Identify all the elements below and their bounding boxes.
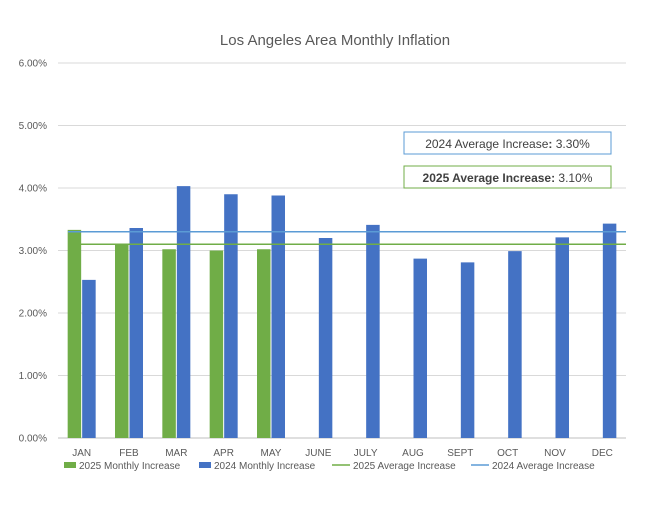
x-tick-label: NOV xyxy=(544,448,566,459)
y-tick-label: 2.00% xyxy=(19,309,47,320)
y-tick-label: 6.00% xyxy=(19,59,47,70)
bar-2024 xyxy=(129,228,143,438)
bar-2025 xyxy=(67,229,82,438)
legend-label: 2024 Average Increase xyxy=(492,461,595,472)
y-tick-label: 1.00% xyxy=(19,371,47,382)
y-tick-label: 0.00% xyxy=(19,434,47,445)
x-tick-label: OCT xyxy=(497,448,518,459)
y-tick-label: 4.00% xyxy=(19,184,47,195)
x-tick-label: APR xyxy=(213,448,234,459)
legend: 2025 Monthly Increase 2024 Monthly Increa… xyxy=(64,461,595,472)
x-tick-label: JUNE xyxy=(305,448,331,459)
y-tick-label: 5.00% xyxy=(19,121,47,132)
bar-2024 xyxy=(176,186,191,438)
bar-2025 xyxy=(257,249,271,438)
legend-label: 2025 Monthly Increase xyxy=(79,461,181,472)
bar-2024 xyxy=(82,279,96,438)
x-tick-label: MAR xyxy=(165,448,187,459)
x-tick-label: DEC xyxy=(592,448,613,459)
average-lines xyxy=(68,230,626,246)
grid xyxy=(58,62,626,439)
bar-2024 xyxy=(602,223,617,438)
annotations: 2024 Average Increase: 3.30% 2025 Average… xyxy=(403,131,612,189)
bar-2024 xyxy=(366,224,380,438)
bar-2025 xyxy=(162,249,176,438)
annotation-box xyxy=(403,131,612,155)
bar-2024 xyxy=(555,237,569,438)
annotation-box xyxy=(403,165,612,189)
bar-2025 xyxy=(209,250,224,438)
bar-2025 xyxy=(115,244,129,438)
axes: 0.00% 1.00% 2.00% 3.00% 4.00% 5.00% 6.00% JAN FE… xyxy=(19,59,613,460)
x-tick-label: SEPT xyxy=(447,448,473,459)
bar-2024 xyxy=(318,238,333,438)
x-tick-label: FEB xyxy=(119,448,139,459)
legend-swatch xyxy=(64,462,76,468)
x-tick-label: JAN xyxy=(72,448,91,459)
legend-label: 2024 Monthly Increase xyxy=(214,461,316,472)
legend-swatch xyxy=(199,462,211,468)
annotation-text: 2024 Average Increase: 3.30% xyxy=(425,137,590,151)
bar-2024 xyxy=(224,194,238,438)
annotation-text: 2025 Average Increase: 3.10% xyxy=(423,171,593,185)
bar-2024 xyxy=(413,258,427,438)
bar-2024 xyxy=(460,262,475,438)
chart-title: Los Angeles Area Monthly Inflation xyxy=(220,32,450,49)
x-tick-label: AUG xyxy=(402,448,424,459)
bars xyxy=(67,186,617,438)
y-tick-label: 3.00% xyxy=(19,246,47,257)
x-tick-label: MAY xyxy=(261,448,282,459)
x-tick-label: JULY xyxy=(354,448,378,459)
bar-2024 xyxy=(271,195,285,438)
legend-label: 2025 Average Increase xyxy=(353,461,456,472)
bar-2024 xyxy=(508,251,522,438)
